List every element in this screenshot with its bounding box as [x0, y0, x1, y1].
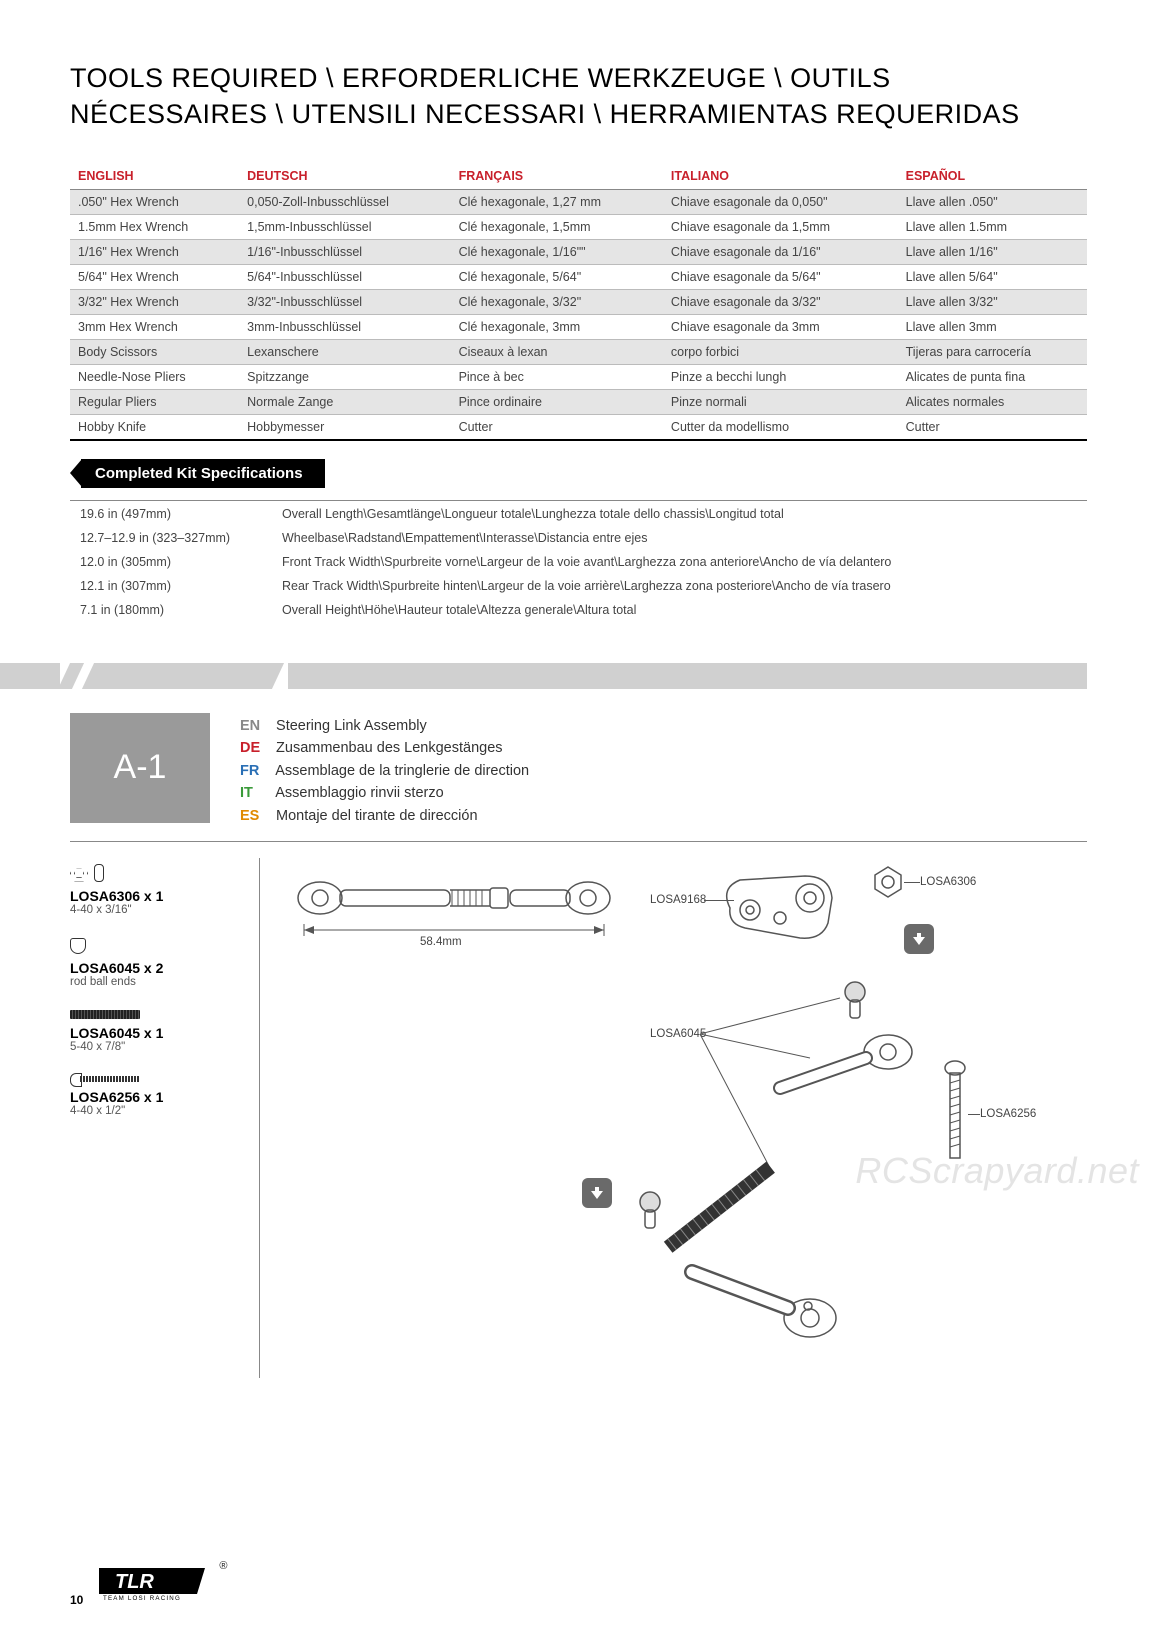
press-arrow-icon-2: [582, 1178, 612, 1208]
table-row: 7.1 in (180mm)Overall Height\Höhe\Hauteu…: [72, 599, 1085, 621]
col-it: ITALIANO: [663, 163, 898, 190]
parts-column: LOSA6306 x 14-40 x 3/16" LOSA6045 x 2rod …: [70, 858, 260, 1378]
table-row: 12.1 in (307mm)Rear Track Width\Spurbrei…: [72, 575, 1085, 597]
table-row: Hobby KnifeHobbymesserCutterCutter da mo…: [70, 414, 1087, 440]
callout-losa6045: LOSA6045: [650, 1028, 706, 1040]
col-fr: FRANÇAIS: [451, 163, 663, 190]
table-row: .050" Hex Wrench0,050-Zoll-Inbusschlüsse…: [70, 189, 1087, 214]
part-entry: LOSA6306 x 14-40 x 3/16": [70, 864, 247, 916]
table-row: 1.5mm Hex Wrench1,5mm-InbusschlüsselClé …: [70, 214, 1087, 239]
table-row: 12.7–12.9 in (323–327mm)Wheelbase\Radsta…: [72, 527, 1085, 549]
table-row: 19.6 in (497mm)Overall Length\Gesamtläng…: [72, 503, 1085, 525]
tlr-logo: TLR TEAM LOSI RACING ®: [97, 1560, 227, 1607]
assembly-area: LOSA6306 x 14-40 x 3/16" LOSA6045 x 2rod …: [70, 858, 1087, 1378]
lang-line: EN Steering Link Assembly: [240, 715, 529, 737]
specs-header: Completed Kit Specifications: [81, 459, 325, 488]
part-desc: 4-40 x 3/16": [70, 904, 247, 916]
part-entry: LOSA6045 x 15-40 x 7/8": [70, 1010, 247, 1053]
step-badge: A-1: [70, 713, 210, 823]
step-title-list: EN Steering Link AssemblyDE Zusammenbau …: [240, 707, 529, 827]
table-row: 12.0 in (305mm)Front Track Width\Spurbre…: [72, 551, 1085, 573]
table-row: Needle-Nose PliersSpitzzangePince à becP…: [70, 364, 1087, 389]
callout-losa6306: LOSA6306: [920, 876, 976, 888]
watermark: RCScrapyard.net: [855, 1150, 1139, 1192]
part-sku: LOSA6306 x 1: [70, 888, 247, 904]
page-number: 10: [70, 1593, 83, 1607]
svg-text:TLR: TLR: [115, 1571, 154, 1593]
press-arrow-icon: [904, 924, 934, 954]
lang-line: IT Assemblaggio rinvii sterzo: [240, 782, 529, 804]
part-entry: LOSA6256 x 14-40 x 1/2": [70, 1075, 247, 1117]
part-desc: 4-40 x 1/2": [70, 1105, 247, 1117]
assembly-diagram: 58.4mm LOSA9168 LOSA6306: [280, 858, 1087, 1378]
part-sku: LOSA6256 x 1: [70, 1089, 247, 1105]
col-en: ENGLISH: [70, 163, 239, 190]
specs-table: 19.6 in (497mm)Overall Length\Gesamtläng…: [70, 500, 1087, 623]
lang-line: ES Montaje del tirante de dirección: [240, 805, 529, 827]
table-row: Regular PliersNormale ZangePince ordinai…: [70, 389, 1087, 414]
callout-losa6256: LOSA6256: [980, 1108, 1036, 1120]
step-header-row: A-1 EN Steering Link AssemblyDE Zusammen…: [70, 707, 1087, 842]
lang-line: FR Assemblage de la tringlerie de direct…: [240, 760, 529, 782]
dim-label: 58.4mm: [420, 936, 462, 948]
slot-icon: [94, 864, 104, 882]
callout-losa9168: LOSA9168: [650, 894, 706, 906]
part-sku: LOSA6045 x 2: [70, 960, 247, 976]
table-row: Body ScissorsLexanschereCiseaux à lexanc…: [70, 339, 1087, 364]
table-row: 3mm Hex Wrench3mm-InbusschlüsselClé hexa…: [70, 314, 1087, 339]
page-footer: 10 TLR TEAM LOSI RACING ®: [70, 1560, 1087, 1607]
svg-text:TEAM LOSI RACING: TEAM LOSI RACING: [103, 1595, 181, 1602]
col-de: DEUTSCH: [239, 163, 450, 190]
lang-line: DE Zusammenbau des Lenkgestänges: [240, 737, 529, 759]
tools-header-row: ENGLISH DEUTSCH FRANÇAIS ITALIANO ESPAÑO…: [70, 163, 1087, 190]
buttonhead-screw-icon: [70, 1075, 140, 1083]
hex-nut-icon: [70, 864, 88, 882]
ball-stud-icon: [70, 938, 86, 954]
table-row: 3/32" Hex Wrench3/32"-InbusschlüsselClé …: [70, 289, 1087, 314]
setscrew-icon: [70, 1010, 140, 1019]
table-row: 5/64" Hex Wrench5/64"-InbusschlüsselClé …: [70, 264, 1087, 289]
col-es: ESPAÑOL: [898, 163, 1087, 190]
part-entry: LOSA6045 x 2rod ball ends: [70, 938, 247, 988]
tools-table: ENGLISH DEUTSCH FRANÇAIS ITALIANO ESPAÑO…: [70, 163, 1087, 441]
part-desc: rod ball ends: [70, 976, 247, 988]
section-divider-strip: [70, 663, 1087, 689]
page-title: TOOLS REQUIRED \ ERFORDERLICHE WERKZEUGE…: [70, 60, 1087, 133]
part-sku: LOSA6045 x 1: [70, 1025, 247, 1041]
part-desc: 5-40 x 7/8": [70, 1041, 247, 1053]
table-row: 1/16" Hex Wrench1/16"-InbusschlüsselClé …: [70, 239, 1087, 264]
